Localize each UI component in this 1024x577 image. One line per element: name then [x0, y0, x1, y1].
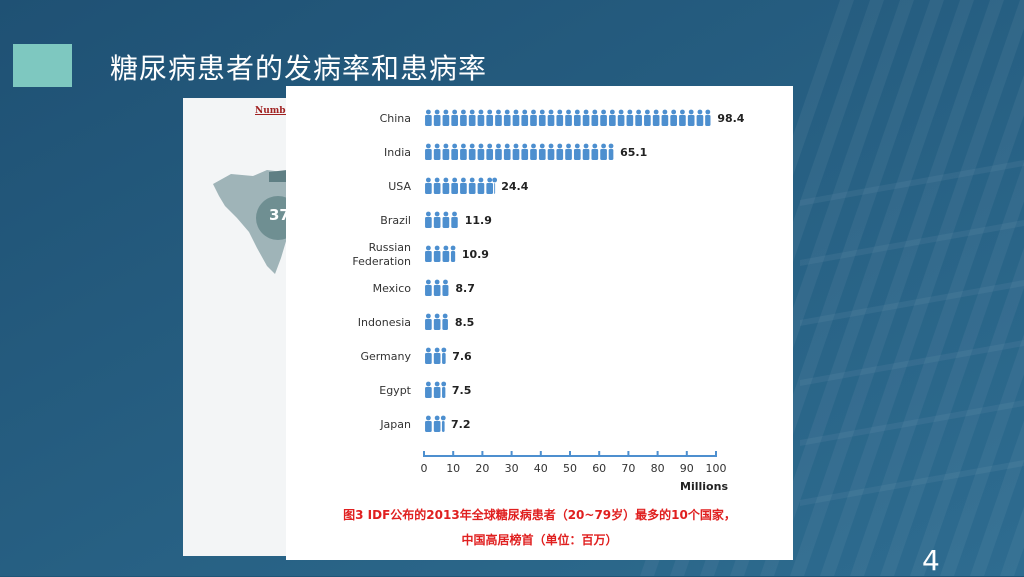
page-number: 4: [922, 544, 940, 577]
bar-china: [425, 109, 711, 126]
category-label: Indonesia: [358, 316, 411, 329]
region-badge: [256, 196, 295, 240]
value-label: 65.1: [620, 146, 647, 159]
value-label: 24.4: [501, 180, 528, 193]
category-label: Mexico: [373, 282, 412, 295]
bar-usa: [425, 177, 498, 194]
category-label: Germany: [360, 350, 411, 363]
category-label: Brazil: [380, 214, 411, 227]
background-map-panel: Numbe 37: [183, 98, 295, 556]
chart-card: China 98.4 India 65.1 USA 24.4 Brazil 11.9 Russi…: [286, 86, 793, 560]
value-label: 7.2: [451, 418, 471, 431]
bar-indonesia: [425, 313, 448, 330]
x-tick-label: 20: [475, 462, 489, 475]
x-tick-label: 90: [680, 462, 694, 475]
slide-title: 糖尿病患者的发病率和患病率: [110, 52, 488, 85]
bar-mexico: [425, 279, 449, 296]
value-label: 98.4: [717, 112, 744, 125]
category-label: Egypt: [379, 384, 411, 397]
category-label: India: [384, 146, 411, 159]
value-label: 8.7: [455, 282, 475, 295]
value-label: 7.6: [452, 350, 472, 363]
bar-germany: [425, 347, 447, 364]
category-label: USA: [388, 180, 411, 193]
x-tick-label: 40: [534, 462, 548, 475]
background-panel-label: Numbe: [255, 106, 292, 116]
x-tick-label: 30: [505, 462, 519, 475]
value-label: 7.5: [452, 384, 472, 397]
category-label: China: [380, 112, 411, 125]
x-tick-label: 80: [651, 462, 665, 475]
x-tick-label: 70: [621, 462, 635, 475]
x-tick-label: 50: [563, 462, 577, 475]
chart-caption-line2: 中国高居榜首（单位：百万）: [461, 533, 618, 547]
bar-india: [425, 143, 614, 160]
chart-caption-line1: 图3 IDF公布的2013年全球糖尿病患者（20~79岁）最多的10个国家，: [343, 508, 736, 522]
world-map-fragment: [213, 170, 295, 274]
region-badge-value: 37: [269, 206, 290, 224]
value-label: 8.5: [455, 316, 475, 329]
x-tick-label: 100: [706, 462, 727, 475]
x-tick-label: 0: [421, 462, 428, 475]
bar-egypt: [425, 381, 447, 398]
title-accent-square: [13, 44, 72, 87]
value-label: 11.9: [465, 214, 492, 227]
x-tick-label: 60: [592, 462, 606, 475]
x-axis-label: Millions: [680, 480, 728, 493]
pictogram-bar-chart: China 98.4 India 65.1 USA 24.4 Brazil 11.9 Russi…: [352, 109, 745, 493]
category-label: Russian Federation: [352, 241, 411, 268]
x-tick-label: 10: [446, 462, 460, 475]
value-label: 10.9: [462, 248, 489, 261]
bar-brazil: [425, 211, 458, 228]
bar-japan: [425, 415, 446, 432]
bar-russian-federation: [425, 245, 456, 262]
category-label: Japan: [379, 418, 411, 431]
